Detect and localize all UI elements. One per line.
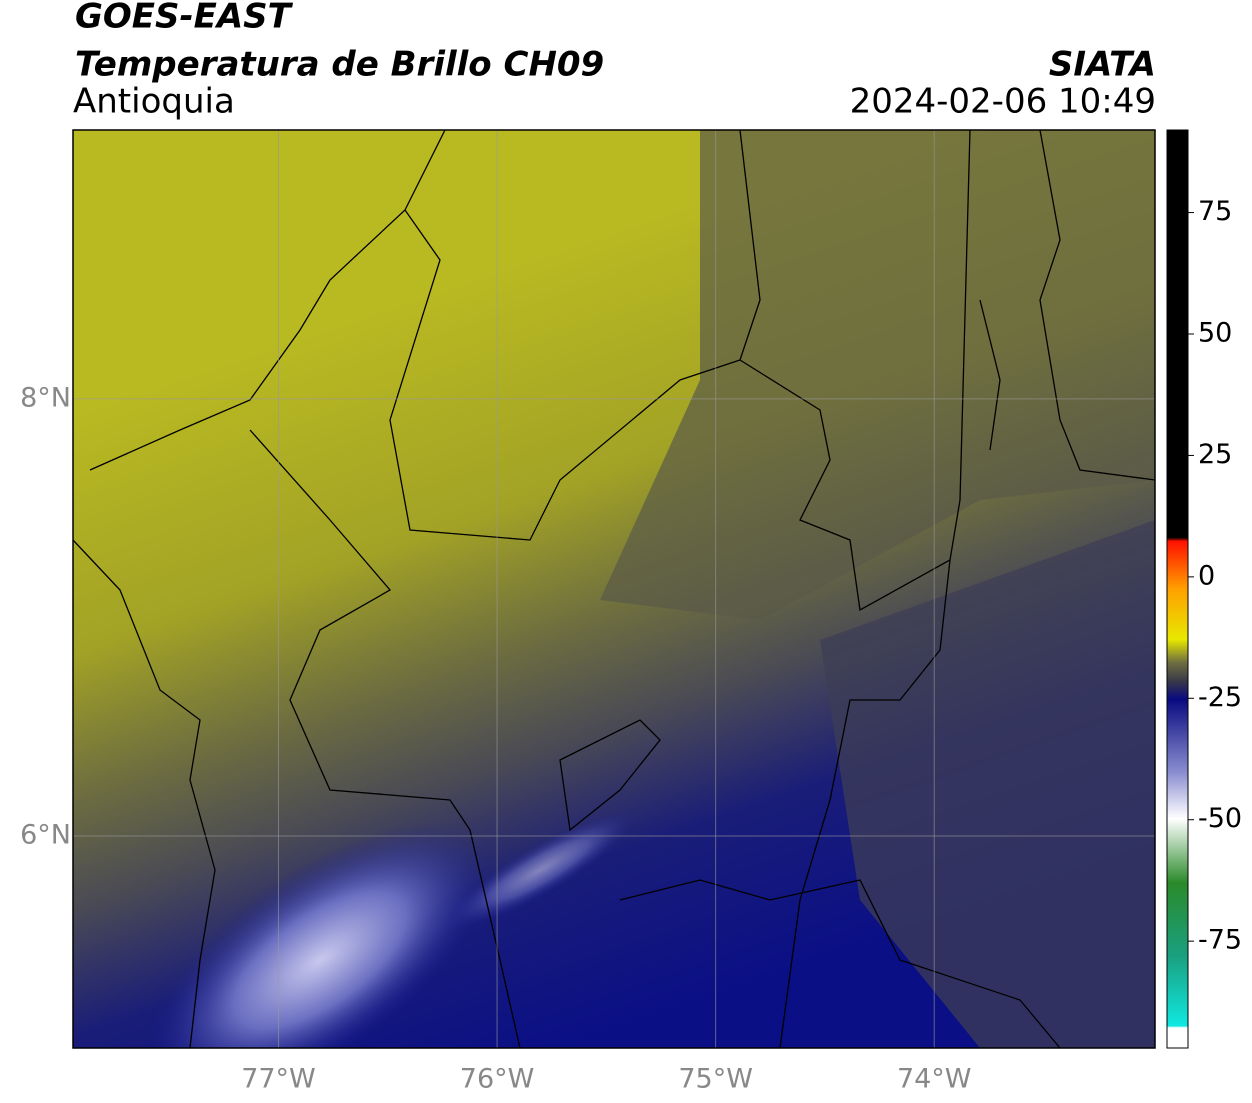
colorbar-tick-label: -25 (1198, 682, 1242, 713)
colorbar-tick-label: 50 (1198, 318, 1232, 349)
lon-tick-label: 74°W (897, 1064, 972, 1095)
colorbar-tick-label: 25 (1198, 439, 1232, 470)
colorbar-tick-label: -75 (1198, 925, 1242, 956)
colorbar (1166, 129, 1189, 1049)
lat-tick-label: 6°N (20, 819, 71, 850)
colorbar-tick-label: -50 (1198, 803, 1242, 834)
region: Antioquia (73, 82, 235, 122)
lon-tick-label: 75°W (678, 1064, 753, 1095)
source: SIATA (1049, 45, 1156, 85)
satellite: GOES-EAST (75, 0, 294, 37)
datetime: 2024-02-06 10:49 (850, 82, 1156, 122)
lon-tick-label: 76°W (460, 1064, 535, 1095)
lon-tick-label: 77°W (241, 1064, 316, 1095)
title: Temperatura de Brillo CH09 (75, 45, 604, 85)
colorbar-tick-label: 75 (1198, 196, 1232, 227)
map-frame (72, 129, 1156, 1049)
lat-tick-label: 8°N (20, 382, 71, 413)
map-image (73, 130, 1155, 1048)
colorbar-tick-label: 0 (1198, 560, 1215, 591)
